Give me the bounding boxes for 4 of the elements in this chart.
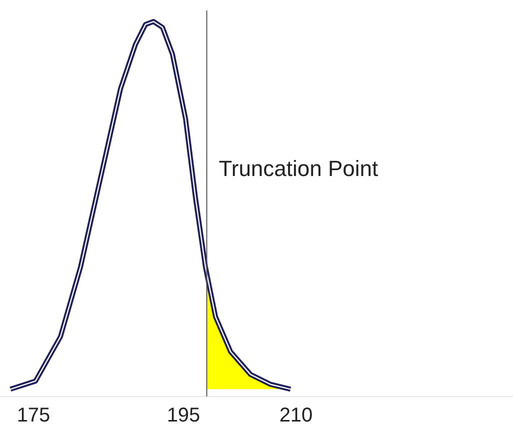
x-tick-label: 210	[279, 404, 313, 426]
x-tick-label: 175	[16, 404, 50, 426]
x-tick-label: 195	[166, 404, 200, 426]
ref-line-label: Truncation Point	[218, 156, 378, 182]
